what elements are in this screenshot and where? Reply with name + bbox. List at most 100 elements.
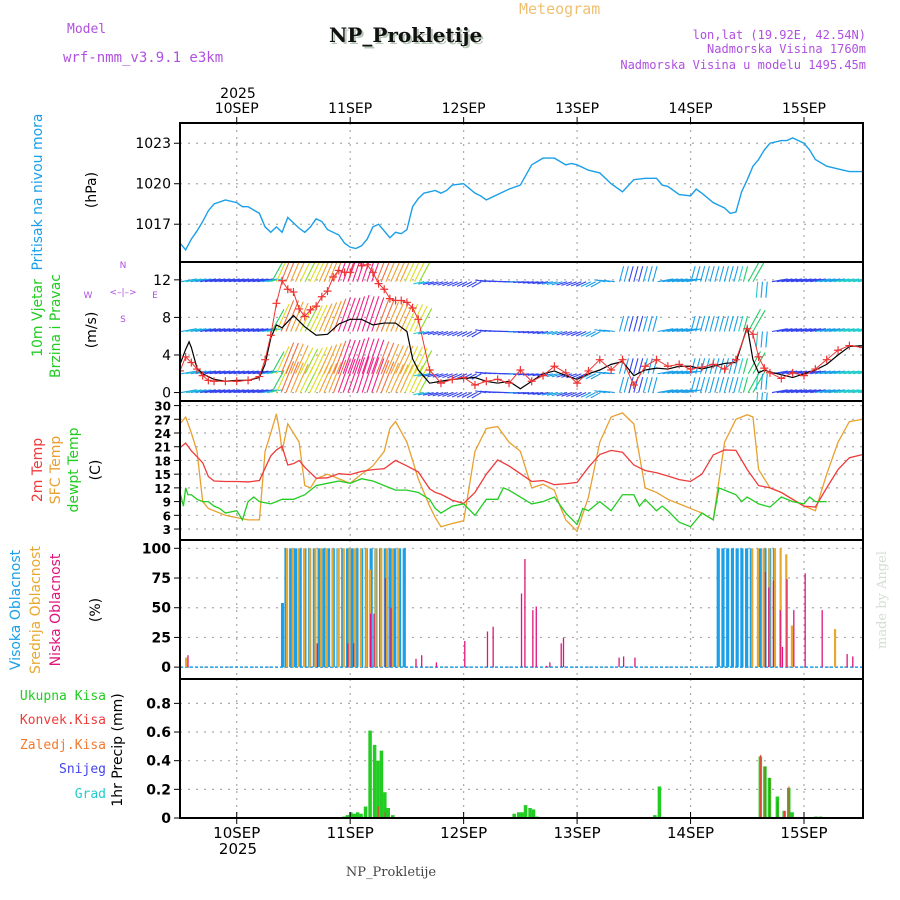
wind-barb [309,305,323,332]
wind-barb [181,370,197,375]
wind-barb [294,302,309,332]
wind-barb [347,297,361,332]
wind-barb [366,357,380,393]
wind-barb [252,278,269,283]
wind-barb [862,391,863,394]
wind-barb [418,330,430,335]
wind-barb [466,331,477,338]
wind-barb [537,330,549,335]
wind-barb [623,376,629,393]
wind-barb [752,262,765,282]
wind-barb [238,370,255,375]
cloud-low-bar [415,658,417,668]
wind-barb [342,262,351,282]
y-tick-label: 9 [163,496,171,510]
wind-barb [347,339,361,374]
legend-ukupna: Ukupna Kisa [20,689,106,704]
cloud-mid-bar [762,548,765,668]
rain-total-bar [363,806,368,818]
wind-speed-marker [607,366,616,375]
wind-speed-marker [686,365,695,374]
wind-barb [399,262,410,282]
wind-barb [238,278,255,283]
wind-barb [709,376,715,393]
cloud-mid-bar [359,548,362,668]
wind-speed-marker [397,296,406,305]
wind-speed-marker [187,358,196,367]
wind-barb [786,389,803,394]
wind-barb [647,315,653,332]
y-tick-label: 50 [152,601,172,617]
wind-barb [862,281,863,283]
wind-barb [456,331,468,337]
cloud-low-bar [562,637,565,668]
wind-barb [418,373,430,377]
wind-barb [824,370,841,375]
wind-barb [209,370,226,375]
cloud-low-bar [373,613,375,668]
wind-barb [247,328,264,333]
y-tick-label: 100 [142,541,171,557]
wind-speed-marker [425,366,434,375]
wind-barb [314,346,328,374]
wind-barb [546,392,558,396]
wind-barb [819,389,836,394]
wind-barb [375,299,390,332]
wind-barb [233,370,250,375]
wind-barb [214,370,231,375]
cloud-mid-bar [779,548,782,668]
wind-speed-marker [312,302,321,311]
wind-barb [181,328,197,333]
cloud-mid-bar [342,548,345,668]
wind-barb [290,362,304,393]
wind-barb [695,376,701,393]
compass-n: N [120,261,127,271]
wind-barb [209,328,226,333]
wind-barb [752,352,766,375]
wind-barb [190,370,207,375]
cloud-low-bar [634,657,636,668]
wind-barb [618,266,625,282]
wind-barb [541,392,553,396]
rain-total-bar [520,812,524,818]
cloud-mid-bar [790,625,794,668]
cloud-low-bar [492,626,494,668]
wind-barb [266,389,283,394]
wind-barb [242,278,259,283]
wind-barb [657,278,674,283]
compass-arrows: <–|–> [109,288,136,298]
wind-barb [375,341,390,374]
wind-barb [318,345,333,374]
wind-barb [790,389,807,394]
wind-barb [390,303,404,332]
wind-barb [852,329,863,333]
wind-barb [566,392,577,397]
wind-barb [551,392,563,397]
wind-barb [765,331,768,348]
wind-barb [366,338,380,374]
cloud-low-bar [821,610,823,668]
wind-speed-marker [754,352,763,361]
wind-barb [352,357,366,393]
wind-barb [667,389,684,394]
pressure-line [179,137,863,252]
y-tick-label: 24 [154,427,171,441]
wind-barb [257,278,274,283]
wind-barb [323,363,338,393]
wind-barb [413,330,425,335]
wind-barb [375,262,385,282]
wind-barb [786,278,803,283]
wind-barb [247,278,264,283]
y-tick-label: 3 [163,523,171,537]
compass-w: W [84,291,93,301]
y-tick-label: 27 [154,413,171,427]
wind-barb [356,337,370,374]
wind-barb [603,390,615,394]
wind-barb [314,262,325,282]
wind-speed-marker [408,304,417,313]
wind-barb [347,358,361,393]
compass-rose: N W E S <–|–> [84,261,159,325]
wind-barb [442,392,453,397]
wind-barb [209,389,226,394]
wind-barb [200,328,217,333]
